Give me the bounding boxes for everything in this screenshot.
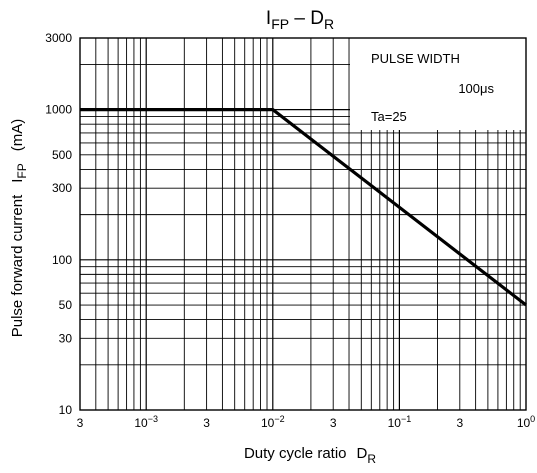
x-tick-label: 3	[456, 416, 463, 430]
series-line	[80, 108, 527, 307]
x-tick-label: 10−2	[261, 414, 285, 430]
y-tick-label: 500	[52, 148, 72, 162]
x-tick-label: 100	[517, 414, 535, 430]
x-axis-title: Duty cycle ratio DR	[244, 445, 376, 466]
y-axis-title: Pulse forward currentIFP(mA)	[9, 119, 29, 338]
chart-title: IFP – DR	[266, 8, 334, 32]
annotation-line-2: 100μs	[458, 81, 494, 96]
grid-lines	[80, 38, 526, 410]
x-tick-label: 10−3	[134, 414, 158, 430]
x-tick-label: 10−1	[388, 414, 412, 430]
x-tick-label: 3	[330, 416, 337, 430]
y-tick-label: 1000	[45, 103, 72, 117]
y-tick-label: 100	[52, 253, 72, 267]
y-tick-label: 50	[59, 298, 73, 312]
y-tick-label: 3000	[45, 31, 72, 45]
x-tick-label: 3	[203, 416, 210, 430]
y-tick-label: 30	[59, 331, 73, 345]
y-tick-label: 10	[59, 403, 73, 417]
annotation-line-1: PULSE WIDTH	[371, 51, 460, 66]
series-layer	[80, 108, 527, 307]
y-tick-label: 300	[52, 181, 72, 195]
plot-frame	[79, 37, 527, 411]
annotation-box	[350, 38, 526, 130]
x-tick-label: 3	[77, 416, 84, 430]
annotation-line-3: Ta=25	[371, 109, 407, 124]
tick-labels: 3 10−3 3 10−2 3 10−1 3 100 10 30 50 100 300 500 1000 30…	[45, 31, 535, 430]
